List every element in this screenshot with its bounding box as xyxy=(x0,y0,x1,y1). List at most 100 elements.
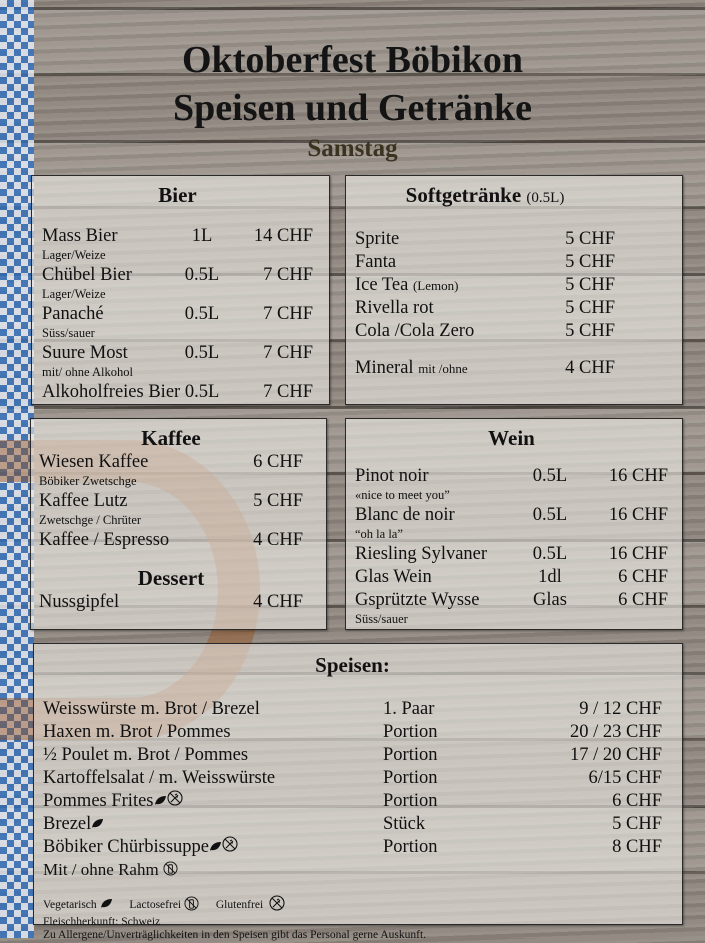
text: Lager/Weize xyxy=(42,287,106,301)
text: Alkoholfreies Bier 0.5L xyxy=(42,382,220,402)
item-name: Haxen m. Brot / Pommes xyxy=(43,721,231,744)
text: Riesling Sylvaner xyxy=(355,544,488,564)
item-name: Mineral mit /ohne xyxy=(355,357,468,380)
item-price: 6 CHF xyxy=(612,791,662,811)
wein-section: Wein Pinot noir 0.5L 16 CHF «nice to meet y… xyxy=(345,418,683,630)
text: Mineral xyxy=(355,358,414,378)
menu-item: Weisswürste m. Brot / Brezel 1. Paar 9 / 1… xyxy=(43,698,662,721)
item-price: 16 CHF xyxy=(608,466,668,486)
gluten-free-icon xyxy=(166,790,183,813)
item-name: Blanc de noir xyxy=(355,504,455,527)
text: ½ Poulet m. Brot / Pommes xyxy=(43,745,249,765)
item-size: Portion xyxy=(383,791,438,811)
item-name: Cola /Cola Zero xyxy=(355,320,474,343)
item-name: Wiesen Kaffee xyxy=(39,451,148,474)
item-note: Mit / ohne Rahm xyxy=(43,859,662,881)
item-price: 6/15 CHF xyxy=(588,768,662,788)
legend: Vegetarisch Lactosefrei Glutenfrei xyxy=(43,895,662,916)
item-note: Süss/sauer xyxy=(42,326,313,342)
item-name: Riesling Sylvaner xyxy=(355,543,487,566)
menu-item: Brezel Stück 5 CHF xyxy=(43,813,662,836)
item-note: mit/ ohne Alkohol xyxy=(42,365,313,381)
item-name: ½ Poulet m. Brot / Pommes xyxy=(43,744,248,767)
text: Süss/sauer xyxy=(355,612,408,626)
leaf-icon xyxy=(209,836,222,859)
gluten-free-icon xyxy=(222,836,238,859)
legend-lactose-free: Lactosefrei xyxy=(129,895,199,911)
item-price: 5 CHF xyxy=(565,275,615,295)
item-size: 0.5L xyxy=(532,544,568,564)
item-name: Panaché xyxy=(42,303,104,326)
kaffee-section: Kaffee Wiesen Kaffee 6 CHF Böbiker Zwetsch… xyxy=(30,418,327,630)
item-price: 7 CHF xyxy=(263,265,313,285)
menu-item: Böbiker Chürbissuppe Portion 8 CHF xyxy=(43,836,662,859)
section-title: Kaffee xyxy=(141,426,201,450)
item-size: Portion xyxy=(383,837,438,857)
item-name: Chübel Bier xyxy=(42,264,132,287)
item-price: 5 CHF xyxy=(612,814,662,834)
item-price: 20 / 23 CHF xyxy=(569,722,662,742)
item-name: Kartoffelsalat / m. Weisswürste xyxy=(43,767,275,790)
text: Pommes Frites xyxy=(43,791,154,811)
menu-item: Suure Most 0.5L 7 CHF xyxy=(42,342,313,365)
menu-item: Panaché 0.5L 7 CHF xyxy=(42,303,313,326)
menu-item: Riesling Sylvaner 0.5L 16 CHF xyxy=(355,543,668,566)
item-name: Mass Bier xyxy=(42,225,118,248)
item-note: Süss/sauer xyxy=(355,612,668,628)
allergy-note: Zu Allergene/Unverträglichkeiten in den … xyxy=(43,929,427,941)
text: Mass Bier xyxy=(42,226,118,246)
item-name-note: mit /ohne xyxy=(418,361,468,376)
item-size: 0.5L xyxy=(532,466,568,486)
menu-item: Nussgipfel 4 CHF xyxy=(39,591,303,614)
item-name: Rivella rot xyxy=(355,297,434,320)
item-size: 1dl xyxy=(538,567,562,587)
text: Cola /Cola Zero xyxy=(355,321,475,341)
section-title: Speisen: xyxy=(315,653,390,677)
item-name: Glas Wein xyxy=(355,566,432,589)
item-price: 6 CHF xyxy=(618,567,668,587)
text: Kaffee Lutz xyxy=(39,491,128,511)
dessert-title: Dessert xyxy=(137,566,205,590)
leaf-icon xyxy=(91,813,104,836)
page-title: Oktoberfest Böbikon xyxy=(182,39,523,81)
menu-item: Sprite 5 CHF xyxy=(355,228,615,251)
menu-item: Ice Tea (Lemon) 5 CHF xyxy=(355,274,615,297)
text: Panaché xyxy=(42,304,104,324)
item-name: Pommes Frites xyxy=(43,790,183,813)
text: Suure Most xyxy=(42,343,128,363)
item-note: Lager/Weize xyxy=(42,248,313,264)
item-price: 9 / 12 CHF xyxy=(579,699,662,719)
item-note: Böbiker Zwetschge xyxy=(39,474,303,490)
item-price: 14 CHF xyxy=(253,226,313,246)
item-size: 0.5L xyxy=(184,304,220,324)
text: Brezel xyxy=(43,814,92,834)
item-price: 7 CHF xyxy=(263,343,313,363)
item-price: 7 CHF xyxy=(263,382,313,402)
menu-item: Fanta 5 CHF xyxy=(355,251,615,274)
item-note: Zwetschge / Chrüter xyxy=(39,513,303,529)
item-name: Ice Tea (Lemon) xyxy=(355,274,458,297)
lactose-free-icon xyxy=(163,860,178,882)
item-price: 4 CHF xyxy=(253,592,303,612)
text: Zwetschge / Chrüter xyxy=(39,513,142,527)
page-subtitle: Speisen und Getränke xyxy=(173,87,532,129)
item-size: Portion xyxy=(383,722,438,742)
item-name: Suure Most xyxy=(42,342,128,365)
item-note: “oh la la” xyxy=(355,527,668,543)
item-name-note: (Lemon) xyxy=(412,278,459,293)
menu-item: Kartoffelsalat / m. Weisswürste Portion 6/… xyxy=(43,767,662,790)
text: Rivella rot xyxy=(355,298,434,318)
section-title: Softgetränke (0.5L) xyxy=(355,182,615,211)
item-price: 16 CHF xyxy=(608,505,668,525)
item-size: 1. Paar xyxy=(383,699,435,719)
text: Gsprützte Wysse xyxy=(355,590,480,610)
section-title-text: Softgetränke xyxy=(405,183,522,207)
menu-item: Cola /Cola Zero 5 CHF xyxy=(355,320,615,343)
text: Pinot noir xyxy=(355,466,429,486)
item-size: 1L xyxy=(191,226,213,246)
section-title-note: (0.5L) xyxy=(526,190,565,206)
item-price: 6 CHF xyxy=(618,590,668,610)
text: Ice Tea xyxy=(355,275,409,295)
text: Lactosefrei xyxy=(129,898,182,911)
text: Kartoffelsalat / m. Weisswürste xyxy=(43,768,276,788)
